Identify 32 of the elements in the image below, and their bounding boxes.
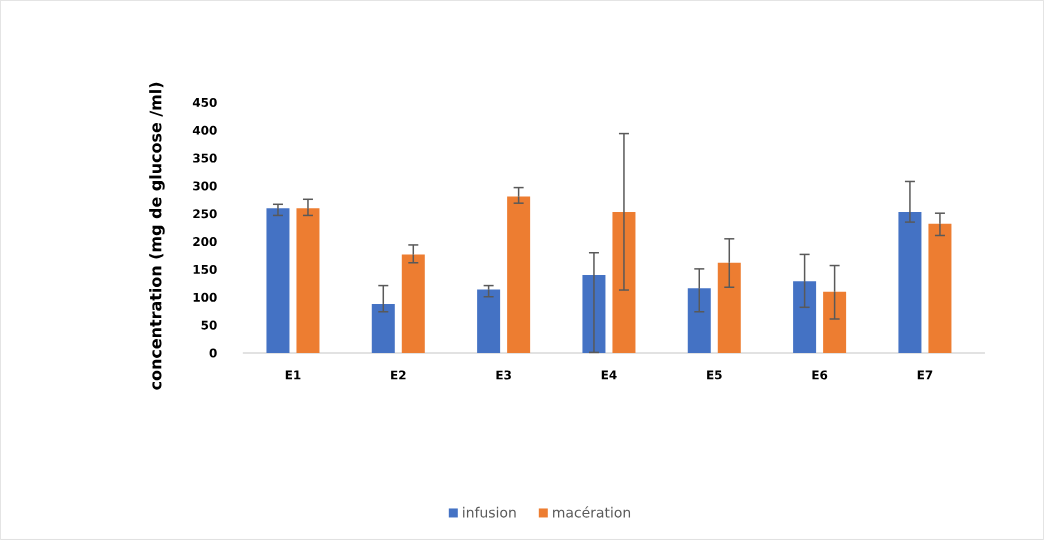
y-tick-label: 50 <box>201 320 217 330</box>
bar <box>507 196 531 353</box>
bar <box>371 304 395 353</box>
x-tick-label: E3 <box>496 370 511 380</box>
y-tick-label: 250 <box>193 209 217 219</box>
y-tick-label: 300 <box>193 181 217 191</box>
x-tick-label: E5 <box>707 370 722 380</box>
y-axis-title: concentration (mg de glucose /ml) <box>149 82 165 390</box>
bar <box>793 281 817 353</box>
bar <box>928 223 952 353</box>
legend-label: infusion <box>463 506 516 518</box>
y-tick-label: 150 <box>193 264 217 275</box>
x-tick-label: E2 <box>391 370 406 380</box>
y-tick-label: 350 <box>193 153 217 163</box>
y-tick-label: 400 <box>192 125 217 135</box>
x-tick-label: E1 <box>285 370 301 380</box>
x-tick-label: E6 <box>812 370 828 380</box>
bar <box>717 262 741 353</box>
bar <box>296 208 320 353</box>
bar <box>401 254 425 353</box>
y-tick-label: 200 <box>193 237 217 247</box>
x-tick-label: E4 <box>601 370 617 380</box>
y-tick-label: 0 <box>209 348 217 358</box>
y-tick-label: 450 <box>192 97 217 107</box>
x-tick-label: E7 <box>917 370 933 380</box>
bar <box>898 212 922 353</box>
bar <box>687 288 711 353</box>
bar <box>477 289 501 353</box>
bar <box>266 208 290 353</box>
legend-label: macération <box>553 506 631 518</box>
y-tick-label: 100 <box>193 292 217 302</box>
bar <box>823 291 847 353</box>
